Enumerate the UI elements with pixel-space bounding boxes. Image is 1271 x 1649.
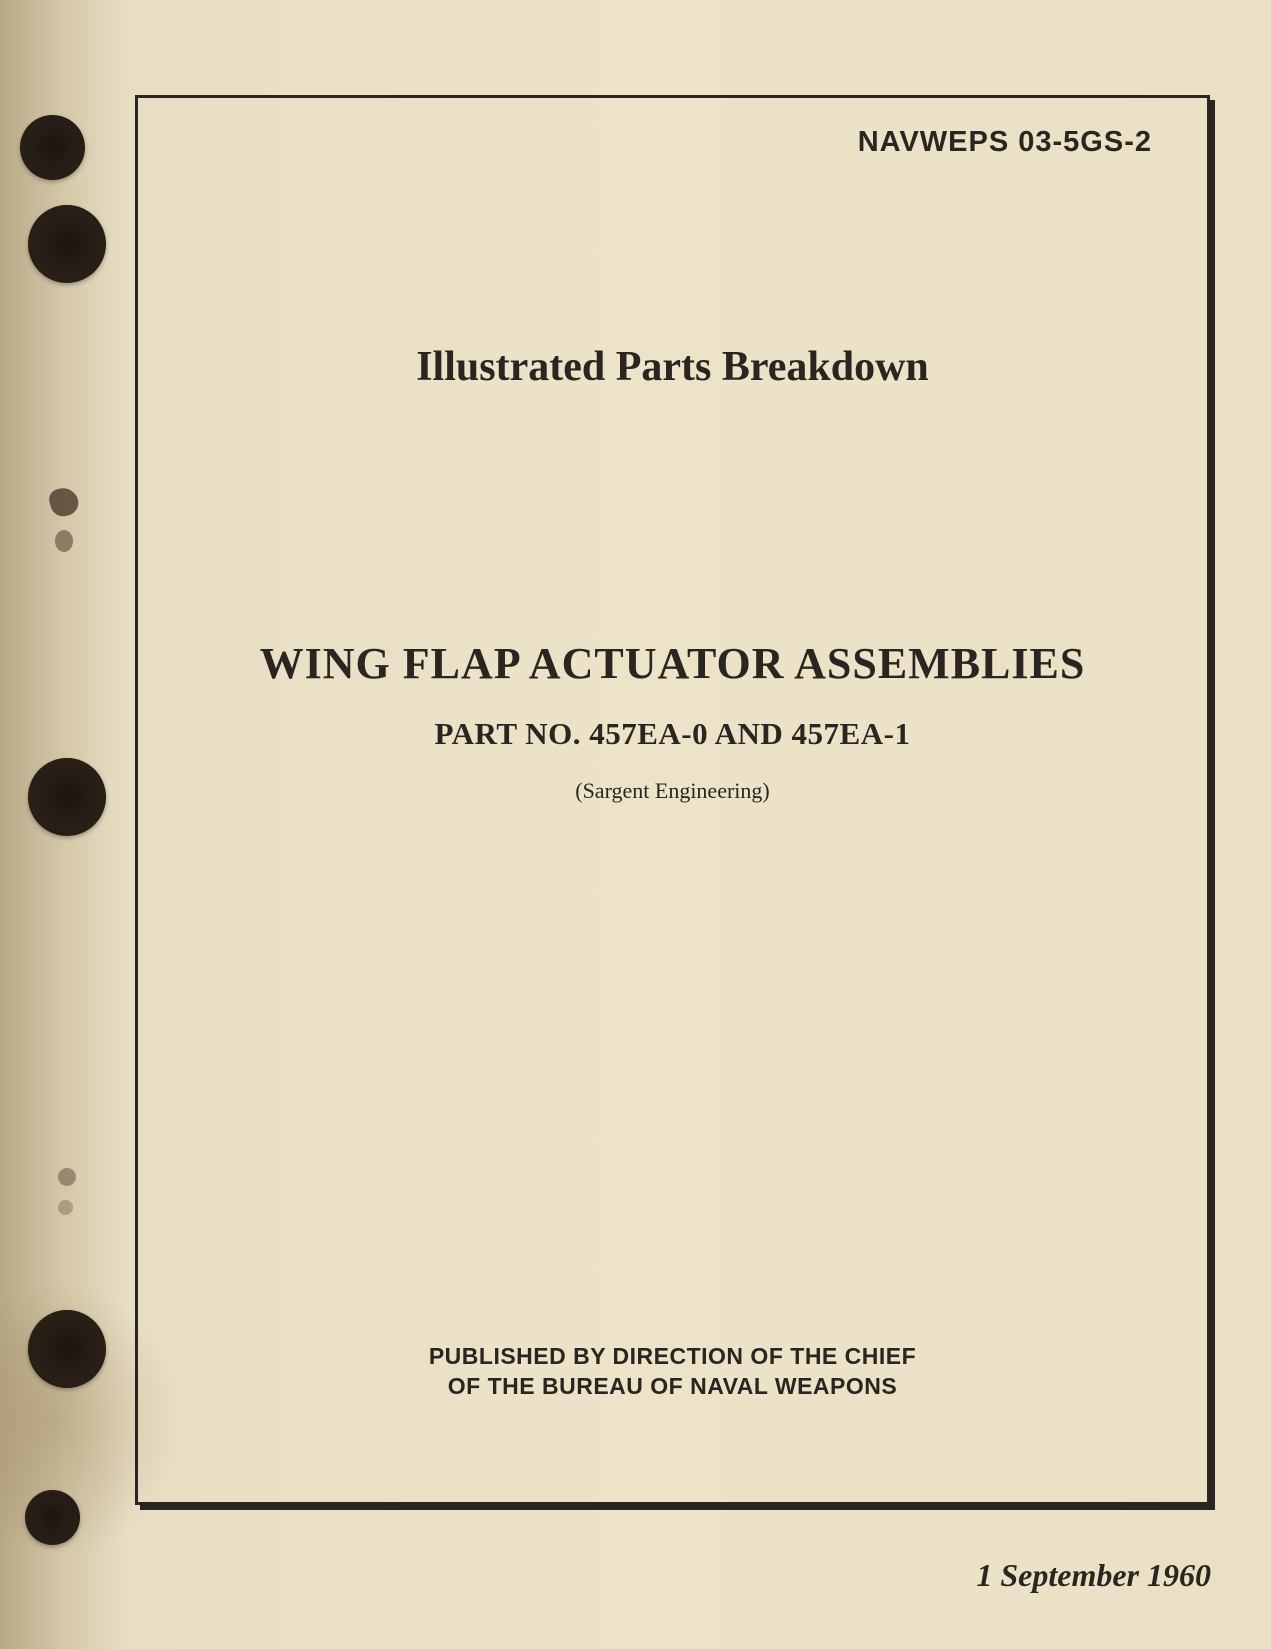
- punch-hole: [28, 758, 106, 836]
- paper-mark: [58, 1200, 73, 1215]
- punch-hole: [28, 205, 106, 283]
- document-number: NAVWEPS 03-5GS-2: [858, 126, 1152, 159]
- section-title: Illustrated Parts Breakdown: [138, 343, 1207, 391]
- main-title: WING FLAP ACTUATOR ASSEMBLIES: [138, 638, 1207, 689]
- punch-hole: [28, 1310, 106, 1388]
- paper-mark: [58, 1168, 76, 1186]
- part-numbers: PART NO. 457EA-0 AND 457EA-1: [138, 716, 1207, 752]
- publisher-line-2: OF THE BUREAU OF NAVAL WEAPONS: [138, 1373, 1207, 1400]
- manufacturer: (Sargent Engineering): [138, 778, 1207, 804]
- publisher-line-1: PUBLISHED BY DIRECTION OF THE CHIEF: [138, 1343, 1207, 1370]
- punch-hole: [25, 1490, 80, 1545]
- punch-hole: [20, 115, 85, 180]
- content-border: NAVWEPS 03-5GS-2 Illustrated Parts Break…: [135, 95, 1210, 1505]
- publication-date: 1 September 1960: [976, 1557, 1211, 1594]
- paper-mark: [55, 530, 73, 552]
